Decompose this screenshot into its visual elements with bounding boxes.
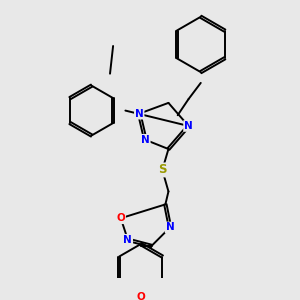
Text: S: S — [158, 164, 166, 176]
Text: O: O — [116, 213, 125, 223]
Text: O: O — [136, 292, 145, 300]
Text: N: N — [124, 235, 132, 245]
Text: N: N — [141, 135, 150, 145]
Text: N: N — [166, 223, 174, 232]
Text: N: N — [135, 109, 144, 119]
Text: N: N — [184, 121, 193, 131]
